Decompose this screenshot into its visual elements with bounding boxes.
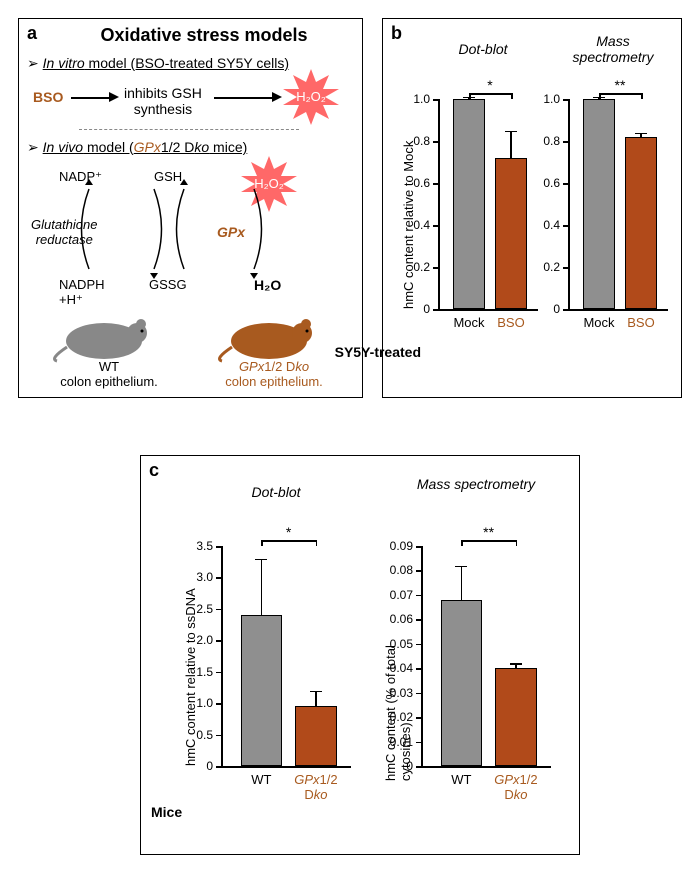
panel-b: b Dot-blot Mass spectrometry 00.20.40.60… — [382, 18, 682, 398]
gpx-label: GPx — [217, 224, 245, 240]
invivo-post: mice) — [209, 139, 247, 155]
inhibits-2: synthesis — [124, 101, 202, 117]
inhibits-1: inhibits GSH — [124, 85, 202, 101]
ko-2: colon epithelium. — [214, 374, 334, 389]
ko-gpx: GPx — [239, 359, 264, 374]
ko-mid: 1/2 D — [264, 359, 295, 374]
nadph-label: NADPH +H⁺ — [59, 277, 105, 308]
panel-c-sub1: Dot-blot — [211, 484, 341, 500]
wt-2: colon epithelium. — [54, 374, 164, 389]
invitro-word: In vitro — [43, 55, 85, 71]
panel-a: a Oxidative stress models ➢ In vitro mod… — [18, 18, 363, 398]
arrow-h2o2 — [214, 97, 274, 99]
glut-red1: Glutathione — [31, 217, 98, 232]
panel-c-chart-dotblot: 00.51.01.52.02.53.03.5WTGPx1/2 Dko* — [221, 526, 351, 786]
panel-b-chart-dotblot: 00.20.40.60.81.0MockBSO* — [438, 79, 538, 329]
ko-caption: GPx1/2 Dko colon epithelium. — [214, 359, 334, 389]
bullet-invitro-italic: In vitro — [43, 55, 85, 71]
bso-label: BSO — [33, 89, 63, 105]
panel-c-label: c — [149, 460, 159, 481]
mouse-wt-icon — [49, 309, 159, 364]
wt-caption: WT colon epithelium. — [54, 359, 164, 389]
divider-dashed — [79, 129, 299, 130]
h2o2-starburst: H₂O₂ — [281, 67, 341, 127]
invivo-gpx: GPx — [134, 139, 161, 155]
bullet-2-prefix: ➢ — [27, 139, 43, 155]
invivo-pre: model ( — [83, 139, 134, 155]
panel-b-ytitle: hmC content relative to Mock — [401, 141, 416, 309]
panel-b-label: b — [391, 23, 402, 44]
bullet-invitro: ➢ In vitro model (BSO-treated SY5Y cells… — [27, 55, 289, 72]
invivo-word: In vivo — [43, 139, 83, 155]
ko-caption-line1: GPx1/2 Dko — [214, 359, 334, 374]
ko-ko: ko — [295, 359, 309, 374]
arrow-bso — [71, 97, 111, 99]
panel-c-sub2: Mass spectrometry — [411, 476, 541, 492]
h2o2-label: H₂O₂ — [281, 89, 341, 104]
panel-c: c Dot-blot Mass spectrometry 00.51.01.52… — [140, 455, 580, 855]
invitro-rest: model (BSO-treated SY5Y cells) — [85, 55, 289, 71]
invivo-mid: 1/2 D — [161, 139, 194, 155]
inhibits-text: inhibits GSH synthesis — [124, 85, 202, 117]
panel-b-chart-ms: 00.20.40.60.81.0MockBSO** — [568, 79, 668, 329]
glut-red: Glutathione reductase — [31, 217, 98, 247]
bullet-invivo: ➢ In vivo model (GPx1/2 Dko mice) — [27, 139, 247, 156]
nadph-1: NADPH — [59, 277, 105, 292]
h2o-label: H₂O — [254, 277, 281, 293]
nadph-2: +H⁺ — [59, 292, 105, 308]
panel-a-title: Oxidative stress models — [79, 25, 329, 46]
panel-c-rowlabel: Mice — [151, 804, 182, 820]
arrow-bso-head — [109, 92, 119, 102]
panel-c-chart-ms: 00.010.020.030.040.050.060.070.080.09WTG… — [421, 526, 551, 786]
invivo-ko: ko — [194, 139, 209, 155]
panel-c-ytitle2: hmC content (% of total cytosines) — [383, 585, 413, 781]
bullet-1-prefix: ➢ — [27, 55, 43, 71]
panel-a-label: a — [27, 23, 37, 44]
panel-c-ytitle1: hmC content relative to ssDNA — [183, 588, 198, 766]
panel-b-sub2: Mass spectrometry — [558, 33, 668, 65]
gssg-label: GSSG — [149, 277, 187, 292]
wt-1: WT — [54, 359, 164, 374]
panel-b-sub1: Dot-blot — [428, 41, 538, 57]
glut-red2: reductase — [31, 232, 98, 247]
panel-b-rowlabel: SY5Y-treated — [301, 344, 421, 360]
